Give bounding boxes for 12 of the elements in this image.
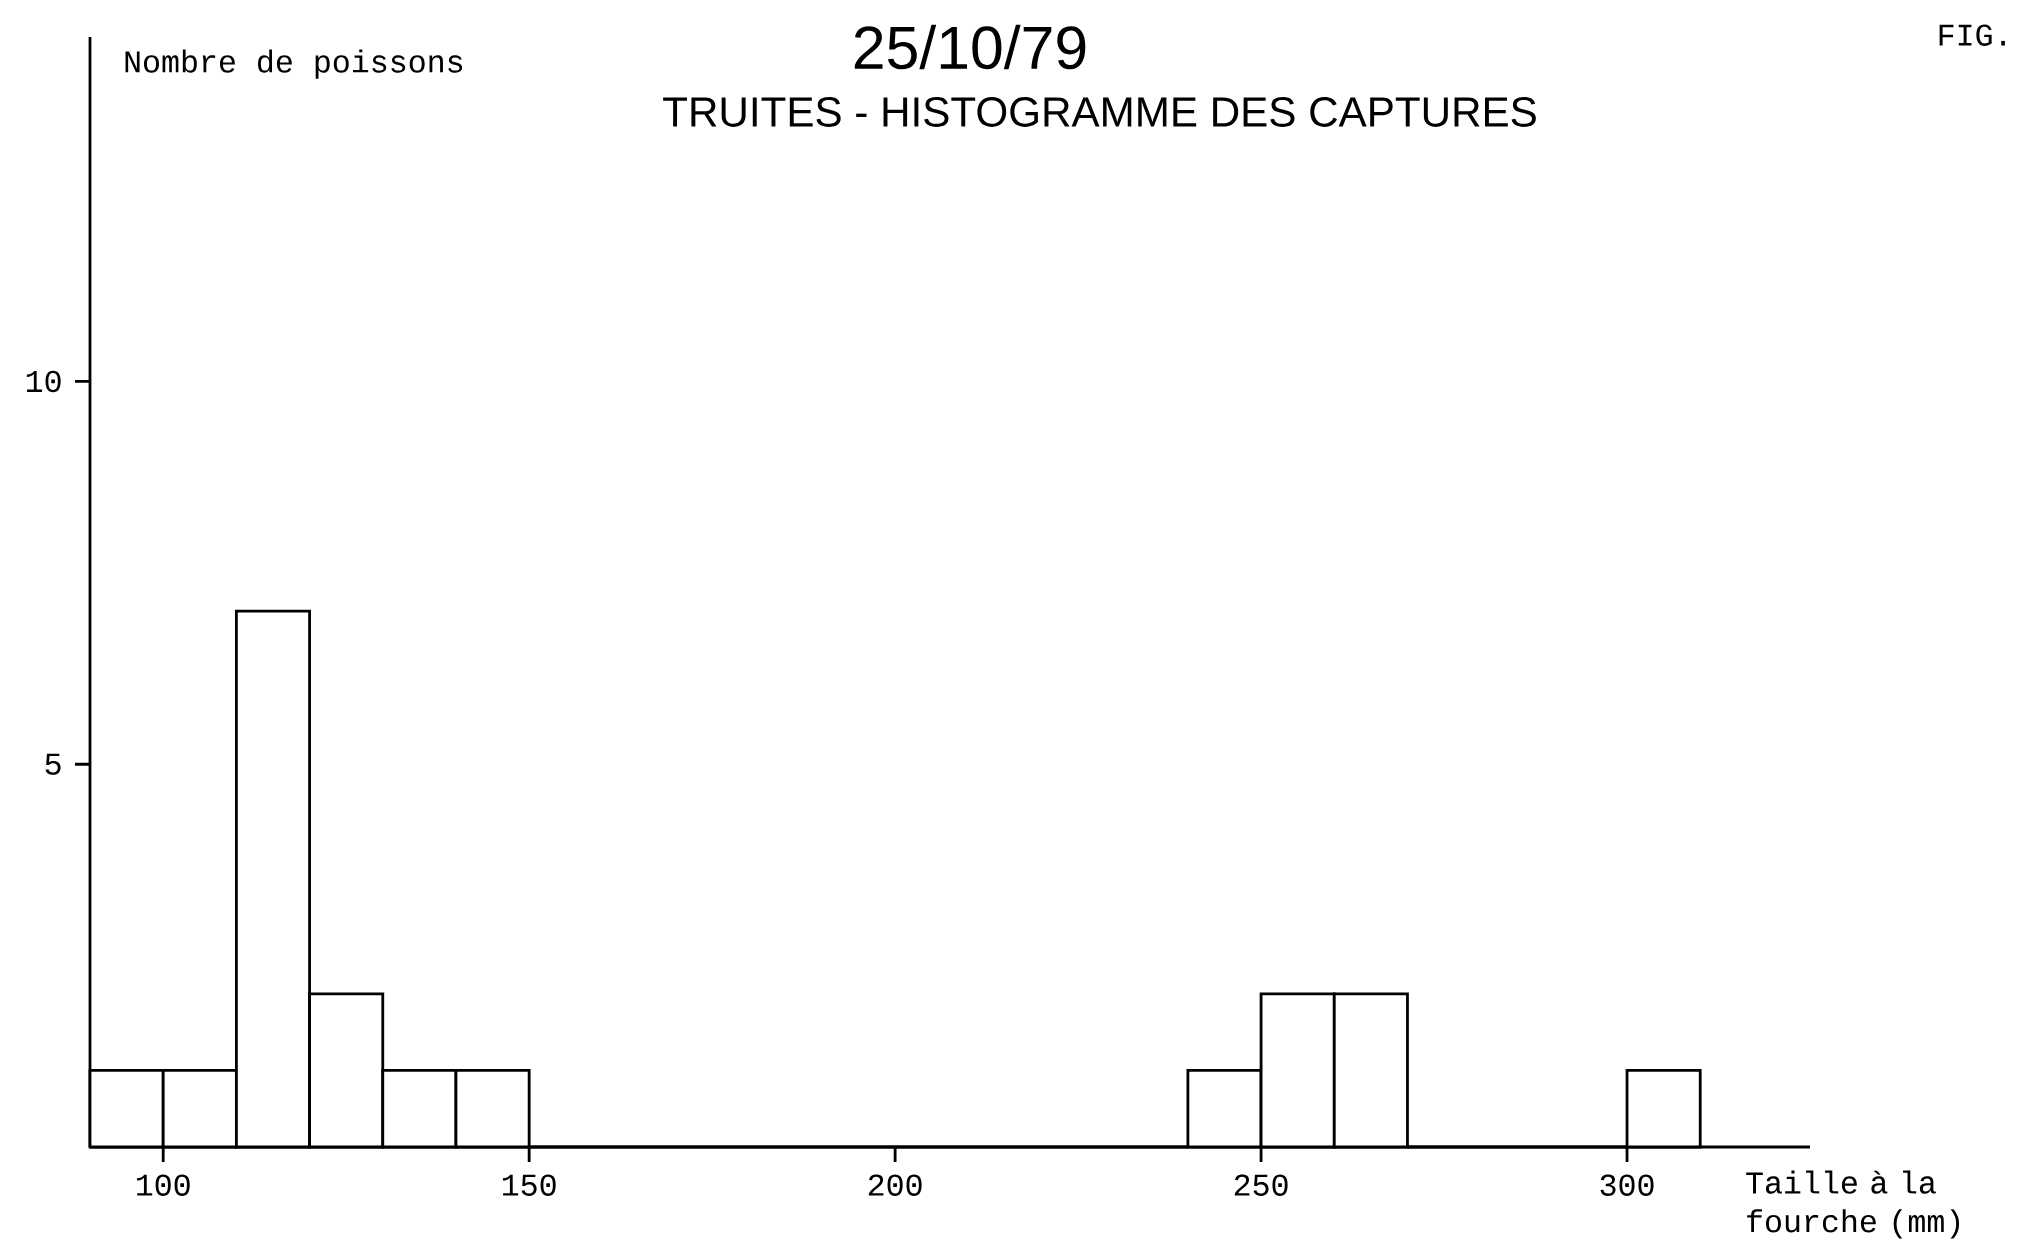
y-tick-label: 10: [26, 370, 61, 393]
y-axis-title: Nombre de poissons: [125, 49, 463, 79]
x-axis-title: Taille à la fourche (mm): [1746, 1170, 1960, 1239]
x-tick-label: 200: [868, 1174, 922, 1196]
x-tick-label: 100: [136, 1174, 190, 1196]
x-tick-label: 300: [1600, 1174, 1654, 1196]
x-tick-label: 150: [502, 1174, 556, 1196]
text: TRUITES - HISTOGRAMME DES CAPTURES: [663, 97, 1536, 127]
y-tick-label: 5: [45, 753, 61, 775]
text: FIG.: [1939, 24, 2005, 46]
x-tick-label: 250: [1234, 1174, 1288, 1196]
chart-title: 25/10/79: [854, 24, 1086, 70]
